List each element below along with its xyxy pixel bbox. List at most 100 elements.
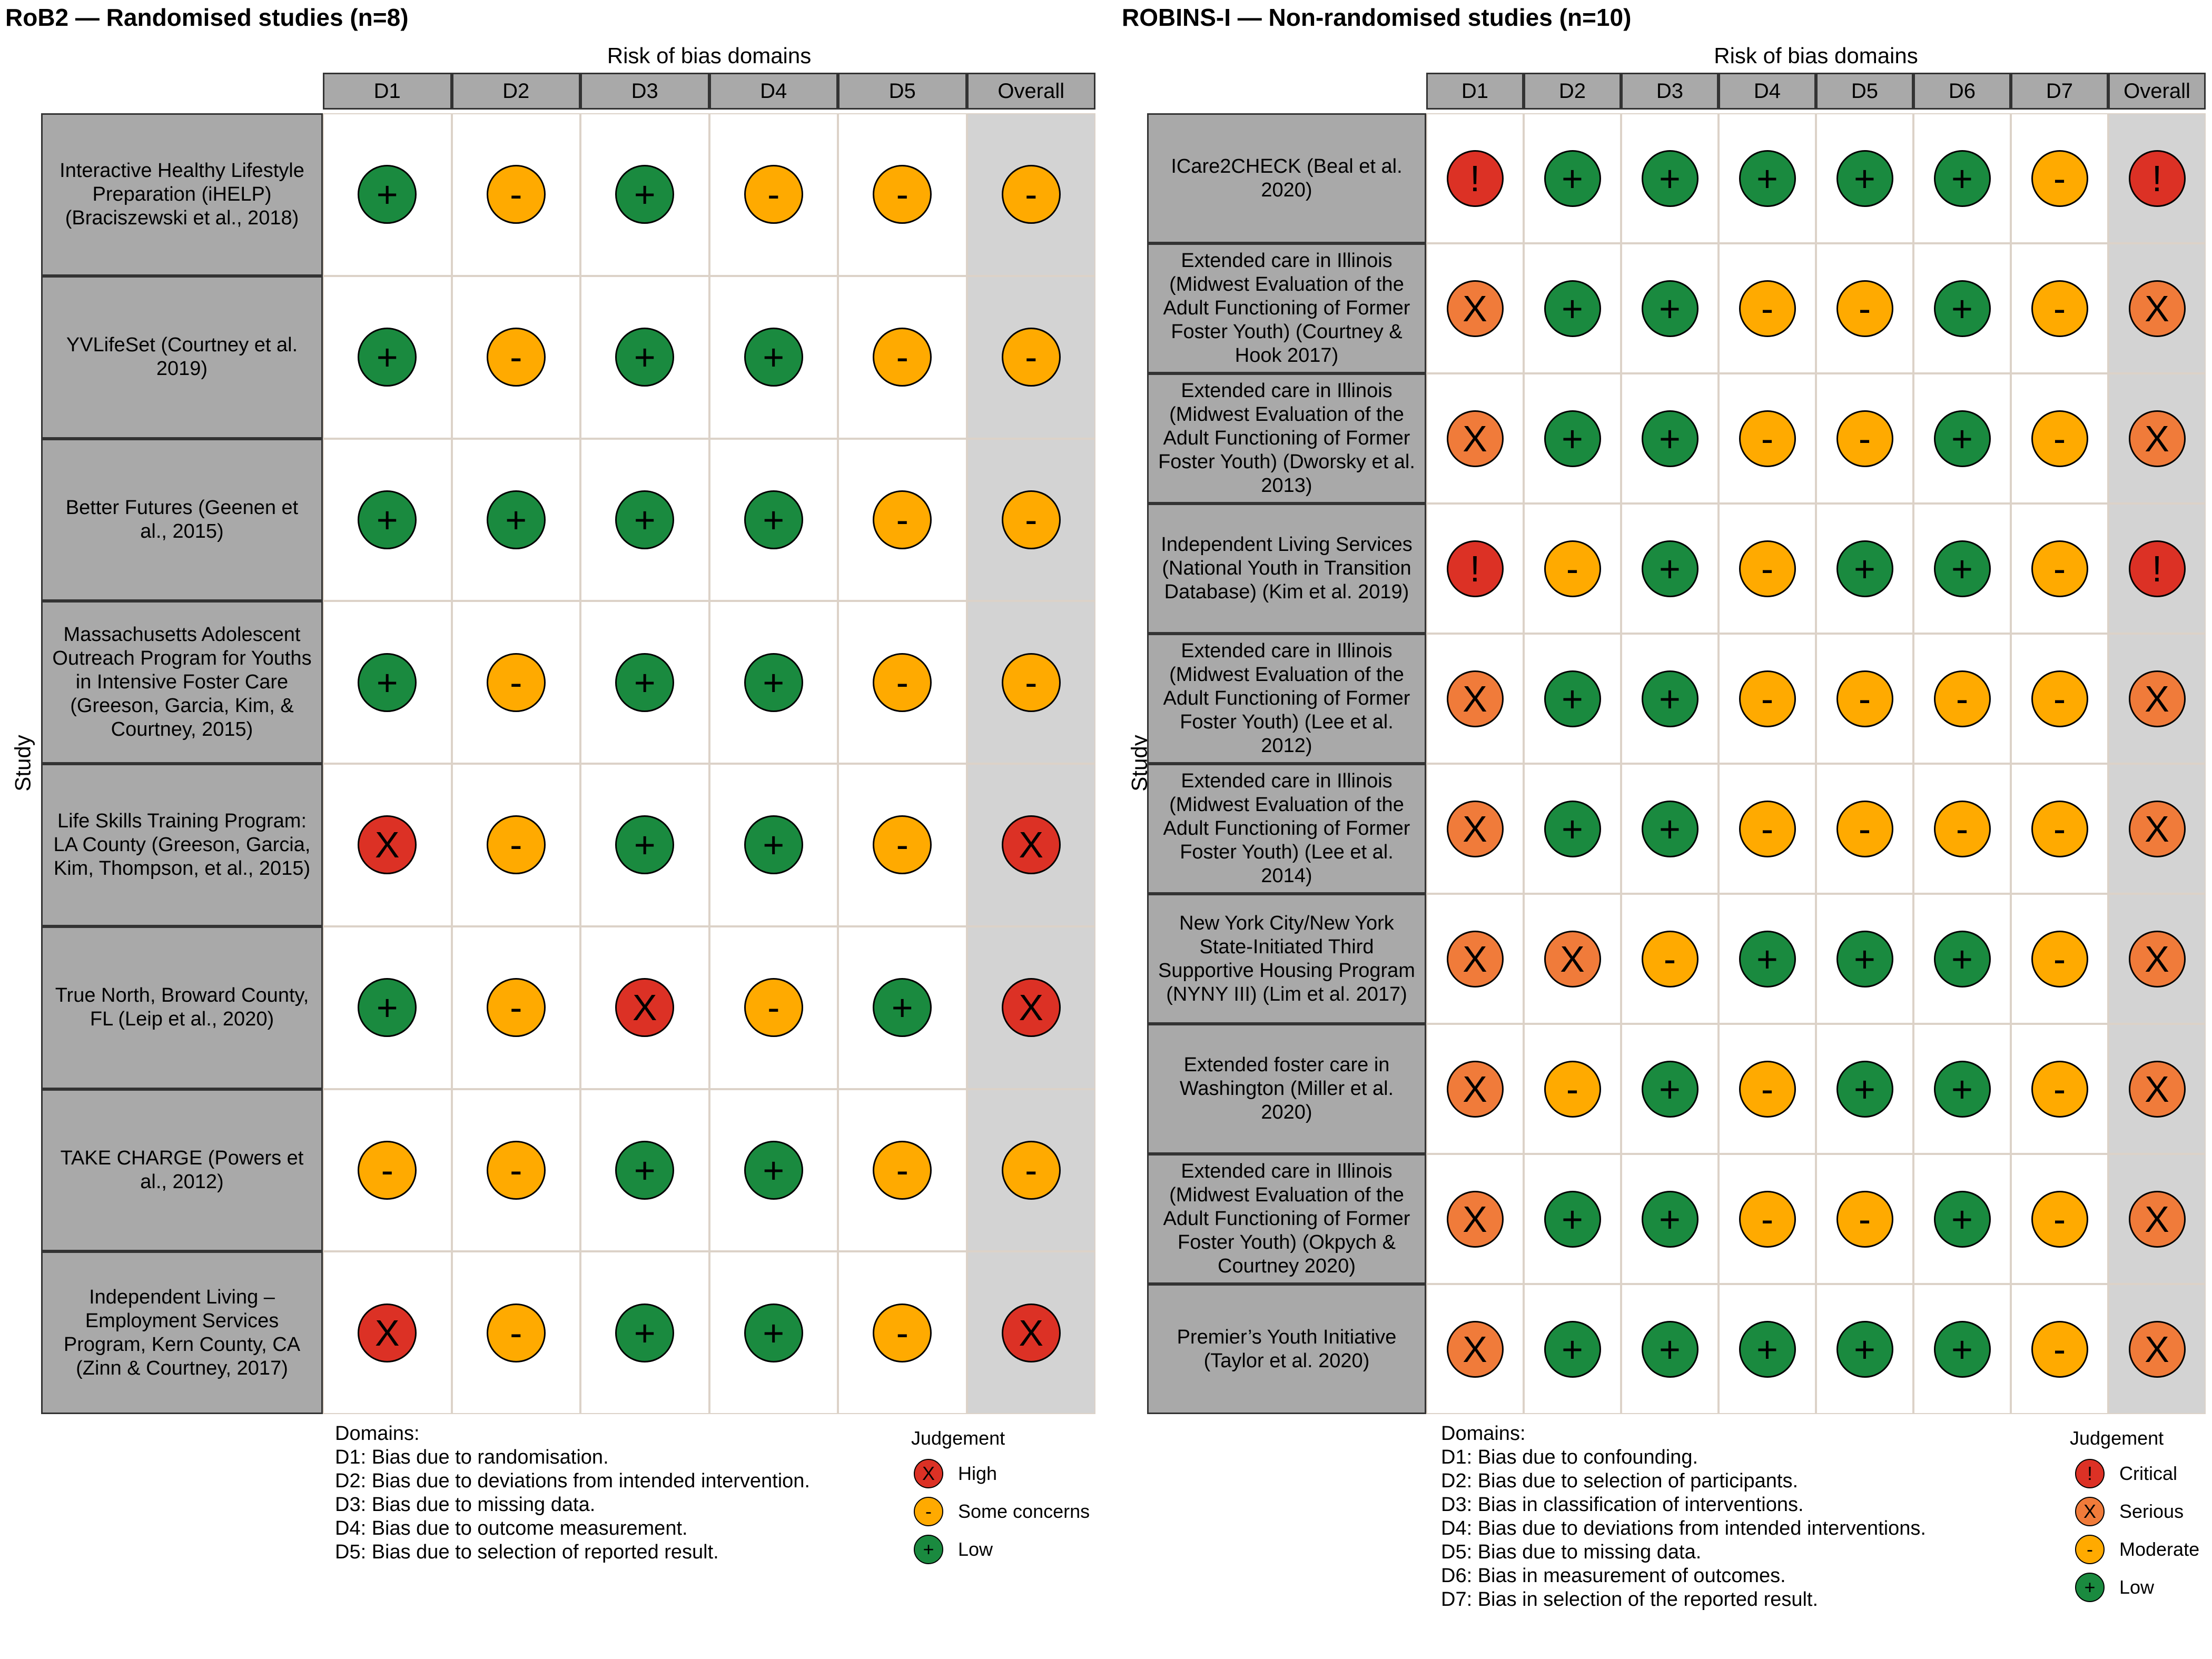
judgement-moderate-marker: - [2031,1060,2088,1118]
judgement-low-marker: + [1641,280,1698,337]
judgement-low-marker: + [1739,150,1796,207]
judgement-low-marker: + [1933,280,1991,337]
judgement-low-marker: + [1641,150,1698,207]
judgement-low-marker: + [1836,150,1893,207]
judgement-low-marker: + [1836,930,1893,987]
judgement-serious-marker: X [2128,670,2186,727]
judgement-cell [1816,764,1913,894]
judgement-low-marker: + [873,978,932,1038]
domain-notes: Domains: D1: Bias due to confounding. D2… [1441,1422,1926,1612]
legend-label: High [958,1463,998,1484]
judgement-serious-marker: X [2128,1320,2186,1378]
judgement-high-marker: X [358,1303,417,1362]
domain-note: D1: Bias due to confounding. [1441,1446,1698,1468]
judgement-low-marker: + [615,1140,675,1200]
legend-low-marker: + [2075,1573,2105,1602]
judgement-low-marker: + [1933,540,1991,597]
legend-title: Judgement [911,1427,1005,1449]
judgement-moderate-marker: - [1739,670,1796,727]
judgement-low-marker: + [744,815,803,875]
legend-label: Some concerns [958,1500,1090,1522]
judgement-serious-marker: X [2128,1060,2186,1118]
domain-note: D5: Bias due to selection of reported re… [335,1541,719,1563]
judgement-cell [2011,894,2108,1024]
judgement-high-marker: X [615,978,675,1038]
study-axis-label: Study [10,735,35,792]
study-label: Massachusetts Adolescent Outreach Progra… [41,601,323,764]
judgement-serious-marker: X [1446,1060,1504,1118]
column-header-overall: Overall [2108,73,2206,110]
judgement-serious-marker: X [2128,930,2186,987]
judgement-high-marker: X [1001,815,1061,875]
judgement-moderate-marker: - [2031,280,2088,337]
judgement-low-marker: + [615,1303,675,1362]
column-header-d1: D1 [1426,73,1524,110]
domain-note: D4: Bias due to outcome measurement. [335,1517,688,1539]
legend-label: Low [958,1538,993,1560]
judgement-cell [2108,373,2206,503]
judgement-some-marker: - [873,165,932,224]
study-label: Better Futures (Geenen et al., 2015) [41,438,323,601]
judgement-low-marker: + [358,328,417,387]
judgement-moderate-marker: - [1836,280,1893,337]
judgement-low-marker: + [1544,1190,1601,1248]
judgement-moderate-marker: - [2031,1190,2088,1248]
judgement-some-marker: - [486,815,546,875]
panel-title: RoB2 — Randomised studies (n=8) [5,4,409,31]
judgement-low-marker: + [1836,1060,1893,1118]
judgement-some-marker: - [873,653,932,712]
study-label: Independent Living – Employment Services… [41,1251,323,1414]
judgement-moderate-marker: - [1544,1060,1601,1118]
judgement-some-marker: - [486,653,546,712]
judgement-moderate-marker: - [1739,1060,1796,1118]
judgement-cell [451,275,580,439]
judgement-critical-marker: ! [1446,540,1504,597]
judgement-low-marker: + [1544,280,1601,337]
judgement-low-marker: + [1933,1320,1991,1378]
judgement-cell [966,926,1095,1089]
column-header-d2: D2 [451,73,580,110]
judgement-low-marker: + [1739,930,1796,987]
legend-moderate-marker: - [2075,1535,2105,1564]
panel-title: ROBINS-I — Non-randomised studies (n=10) [1122,4,1632,31]
study-label: Extended foster care in Washington (Mill… [1147,1024,1426,1154]
judgement-moderate-marker: - [1739,1190,1796,1248]
judgement-moderate-marker: - [2031,670,2088,727]
judgement-low-marker: + [358,653,417,712]
legend-item-low: + Low [2075,1573,2154,1602]
domain-note: D2: Bias due to selection of participant… [1441,1470,1799,1492]
judgement-serious-marker: X [1446,1320,1504,1378]
judgement-low-marker: + [1933,930,1991,987]
judgement-cell [1426,113,1524,243]
legend-serious-marker: X [2075,1497,2105,1526]
column-header-d1: D1 [323,73,452,110]
judgement-low-marker: + [615,653,675,712]
judgement-moderate-marker: - [2031,150,2088,207]
judgement-moderate-marker: - [2031,1320,2088,1378]
judgement-low-marker: + [615,815,675,875]
column-header-d2: D2 [1524,73,1621,110]
judgement-moderate-marker: - [1739,540,1796,597]
judgement-low-marker: + [1641,410,1698,467]
judgement-low-marker: + [1836,1320,1893,1378]
judgement-low-marker: + [615,490,675,549]
judgement-moderate-marker: - [1739,280,1796,337]
judgement-cell [966,1089,1095,1252]
column-header-d4: D4 [1719,73,1816,110]
judgement-low-marker: + [744,1303,803,1362]
study-label: Extended care in Illinois (Midwest Evalu… [1147,634,1426,764]
judgement-some-marker: - [1001,328,1061,387]
judgement-low-marker: + [1544,1320,1601,1378]
judgement-serious-marker: X [2128,800,2186,857]
judgement-cell [2108,503,2206,634]
column-header-d4: D4 [709,73,838,110]
domain-note: D1: Bias due to randomisation. [335,1446,609,1468]
legend-item-low: + Low [914,1535,993,1564]
judgement-cell [709,438,838,601]
judgement-low-marker: + [358,978,417,1038]
judgement-moderate-marker: - [1933,800,1991,857]
domain-note: D2: Bias due to deviations from intended… [335,1470,810,1492]
legend-label: Critical [2119,1463,2178,1484]
judgement-moderate-marker: - [2031,800,2088,857]
domain-note: D5: Bias due to missing data. [1441,1541,1702,1563]
